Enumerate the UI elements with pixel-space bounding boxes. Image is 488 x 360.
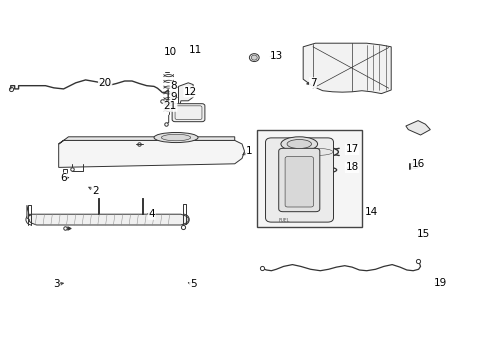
Ellipse shape <box>251 55 257 60</box>
FancyBboxPatch shape <box>256 130 361 227</box>
Text: 19: 19 <box>432 278 446 288</box>
Text: 10: 10 <box>163 47 176 57</box>
Text: 16: 16 <box>410 159 424 169</box>
Text: 13: 13 <box>269 51 283 61</box>
Ellipse shape <box>295 166 336 174</box>
Text: 8: 8 <box>170 81 177 91</box>
Ellipse shape <box>249 54 259 62</box>
Text: 15: 15 <box>415 229 429 239</box>
Text: 3: 3 <box>53 279 60 289</box>
Text: 4: 4 <box>148 209 155 219</box>
Text: 11: 11 <box>188 45 202 55</box>
Polygon shape <box>303 43 390 94</box>
Ellipse shape <box>286 139 311 148</box>
Text: 5: 5 <box>189 279 196 289</box>
Polygon shape <box>178 83 193 110</box>
Text: 12: 12 <box>183 87 197 97</box>
Ellipse shape <box>154 132 198 143</box>
Polygon shape <box>405 121 429 135</box>
Text: 6: 6 <box>60 173 67 183</box>
Text: 18: 18 <box>345 162 358 172</box>
Polygon shape <box>27 205 188 225</box>
Text: 21: 21 <box>163 101 177 111</box>
Ellipse shape <box>293 146 338 158</box>
FancyBboxPatch shape <box>285 157 313 207</box>
Polygon shape <box>59 140 244 167</box>
FancyBboxPatch shape <box>172 104 204 122</box>
Ellipse shape <box>280 137 317 151</box>
Text: 7: 7 <box>309 78 316 88</box>
Text: 14: 14 <box>364 207 378 217</box>
Polygon shape <box>59 137 234 144</box>
Text: 17: 17 <box>345 144 358 154</box>
Text: FUEL: FUEL <box>278 218 290 223</box>
Text: 1: 1 <box>245 146 252 156</box>
Ellipse shape <box>161 134 190 141</box>
FancyBboxPatch shape <box>278 148 319 212</box>
Text: 20: 20 <box>99 78 111 88</box>
Ellipse shape <box>409 163 418 168</box>
FancyBboxPatch shape <box>265 138 333 222</box>
Text: 2: 2 <box>92 186 99 196</box>
Text: 9: 9 <box>170 92 177 102</box>
Ellipse shape <box>298 148 332 156</box>
